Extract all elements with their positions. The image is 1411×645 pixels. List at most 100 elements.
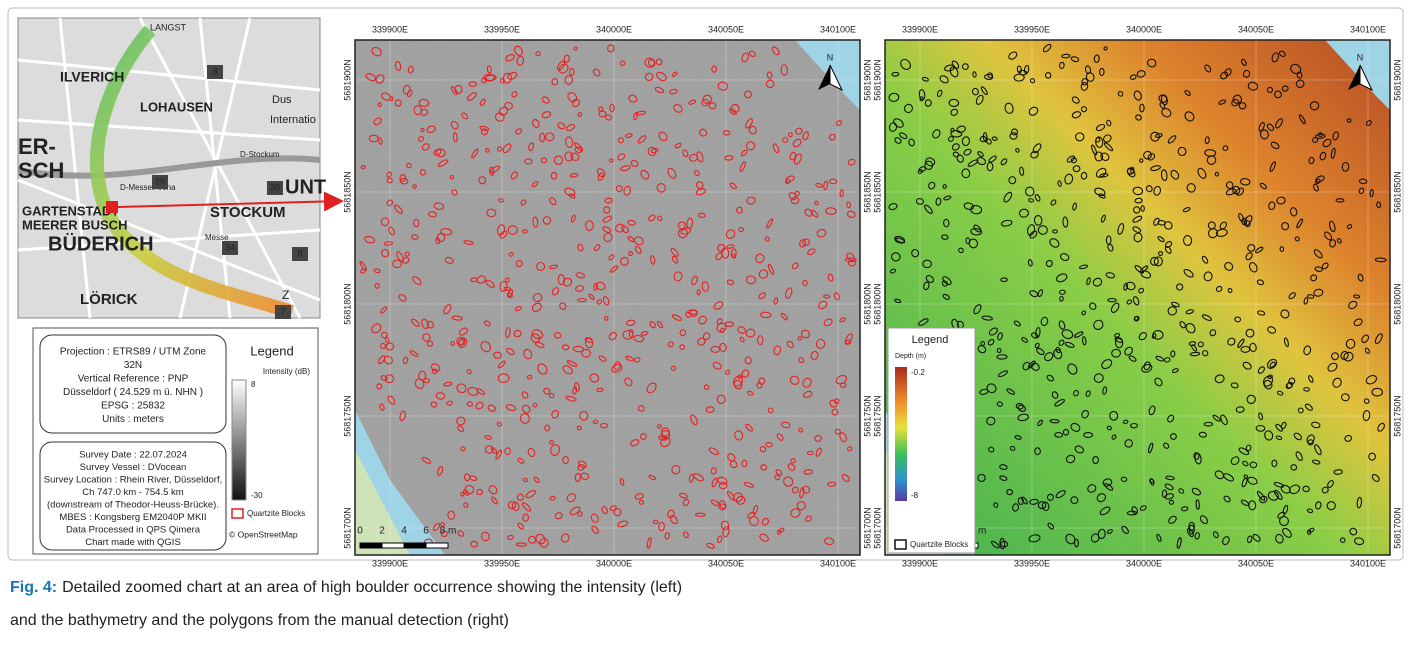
easting-label: 340050E — [708, 24, 744, 34]
northing-label: 5681850N — [872, 171, 882, 213]
place-label: SCH — [18, 158, 64, 183]
legend-label: Depth (m) — [895, 353, 926, 360]
scale-label: 0 — [357, 526, 363, 537]
easting-label: 340050E — [708, 558, 744, 568]
survey-text: (downstream of Theodor-Heuss-Brücke). — [47, 500, 219, 511]
easting-label: 339900E — [372, 558, 408, 568]
place-label: Messe — [205, 233, 229, 242]
place-label: Internatio — [270, 114, 316, 126]
scale-label: 6 — [423, 526, 429, 537]
northing-label: 5681750N — [342, 395, 352, 437]
legend-blocks: Quartzite Blocks — [247, 509, 305, 518]
road-number: 7 — [280, 306, 285, 316]
survey-text: Chart made with QGIS — [85, 537, 181, 548]
easting-label: 340100E — [1350, 558, 1386, 568]
legend-title: Legend — [912, 334, 949, 346]
legend-title: Legend — [250, 343, 293, 358]
easting-label: 339900E — [902, 558, 938, 568]
page: {"locator_map": {"places": ["ILVERICH", … — [0, 0, 1411, 640]
north-label: N — [827, 52, 834, 62]
road-number: 8 — [297, 248, 302, 258]
easting-label: 340000E — [1126, 558, 1162, 568]
place-label: LANGST — [150, 22, 187, 32]
easting-label: 340050E — [1238, 24, 1274, 34]
northing-label: 5681800N — [872, 283, 882, 325]
northing-label: 5681750N — [862, 395, 872, 437]
northing-label: 5681700N — [342, 507, 352, 549]
legend-label: Intensity (dB) — [263, 367, 310, 376]
projection-text: Units : meters — [102, 414, 164, 425]
road-number: 34 — [225, 242, 235, 252]
caption-label: Fig. 4: — [10, 579, 57, 596]
scale-segment — [404, 543, 426, 548]
legend-max: 8 — [251, 380, 256, 389]
road-number: 29 — [155, 176, 165, 186]
easting-label: 340000E — [1126, 24, 1162, 34]
survey-text: Survey Location : Rhein River, Düsseldor… — [44, 475, 222, 486]
projection-text: Vertical Reference : PNP — [78, 374, 189, 385]
scale-segment — [360, 543, 382, 548]
easting-label: 339950E — [484, 558, 520, 568]
northing-label: 5681900N — [862, 59, 872, 101]
place-label: LOHAUSEN — [140, 99, 213, 114]
northing-label: 5681900N — [1392, 59, 1402, 101]
place-label: Z — [282, 288, 289, 302]
easting-label: 340100E — [820, 558, 856, 568]
place-label: LÖRICK — [80, 291, 138, 308]
place-label: Dus — [272, 94, 292, 106]
northing-label: 5681700N — [872, 507, 882, 549]
easting-label: 340000E — [596, 24, 632, 34]
place-label: STOCKUM — [210, 204, 286, 221]
northing-label: 5681900N — [342, 59, 352, 101]
study-area-marker — [106, 201, 118, 213]
northing-label: 5681800N — [1392, 283, 1402, 325]
place-label: ILVERICH — [60, 69, 124, 85]
scale-segment — [382, 543, 404, 548]
legend-blocks: Quartzite Blocks — [910, 540, 968, 549]
northing-label: 5681750N — [872, 395, 882, 437]
easting-label: 339950E — [1014, 24, 1050, 34]
easting-label: 340050E — [1238, 558, 1274, 568]
northing-label: 5681850N — [1392, 171, 1402, 213]
caption-text: and the bathymetry and the polygons from… — [10, 612, 509, 629]
place-label: UNT — [285, 176, 326, 198]
survey-text: Survey Date : 22.07.2024 — [79, 450, 187, 461]
northing-label: 5681800N — [862, 283, 872, 325]
legend-max: -0.2 — [911, 368, 925, 377]
easting-label: 339950E — [1014, 558, 1050, 568]
northing-label: 5681800N — [342, 283, 352, 325]
figure: ILVERICHLOHAUSENER-SCHD-StockumD-Messe/A… — [0, 0, 1411, 640]
easting-label: 339900E — [902, 24, 938, 34]
place-label: ER- — [18, 134, 56, 159]
north-label: N — [1357, 52, 1364, 62]
place-label: GARTENSTADT — [22, 203, 119, 218]
projection-text: Projection : ETRS89 / UTM Zone — [60, 347, 207, 358]
northing-label: 5681850N — [862, 171, 872, 213]
projection-text: 32N — [124, 360, 142, 371]
northing-label: 5681700N — [1392, 507, 1402, 549]
northing-label: 5681850N — [342, 171, 352, 213]
northing-label: 5681900N — [872, 59, 882, 101]
scale-label: 4 — [401, 526, 407, 537]
legend-min: -30 — [251, 491, 263, 500]
place-label: D-Stockum — [240, 150, 280, 159]
survey-text: Ch 747.0 km - 754.5 km — [82, 487, 183, 498]
scale-label: 2 — [379, 526, 385, 537]
easting-label: 340100E — [1350, 24, 1386, 34]
legend-min: -8 — [911, 491, 919, 500]
road-number: 30 — [270, 182, 280, 192]
depth-colorbar — [895, 367, 907, 501]
easting-label: 339950E — [484, 24, 520, 34]
projection-text: Düsseldorf ( 24.529 m ü. NHN ) — [63, 387, 203, 398]
northing-label: 5681750N — [1392, 395, 1402, 437]
easting-label: 340000E — [596, 558, 632, 568]
easting-label: 340100E — [820, 24, 856, 34]
projection-text: EPSG : 25832 — [101, 401, 165, 412]
scale-segment — [426, 543, 448, 548]
caption: Fig. 4:Detailed zoomed chart at an area … — [10, 579, 682, 596]
place-label: MEERER BUSCH — [22, 217, 127, 232]
attribution: © OpenStreetMap — [229, 529, 298, 539]
easting-label: 339900E — [372, 24, 408, 34]
survey-text: MBES : Kongsberg EM2040P MKII — [59, 512, 206, 523]
survey-text: Survey Vessel : DVocean — [80, 462, 187, 473]
